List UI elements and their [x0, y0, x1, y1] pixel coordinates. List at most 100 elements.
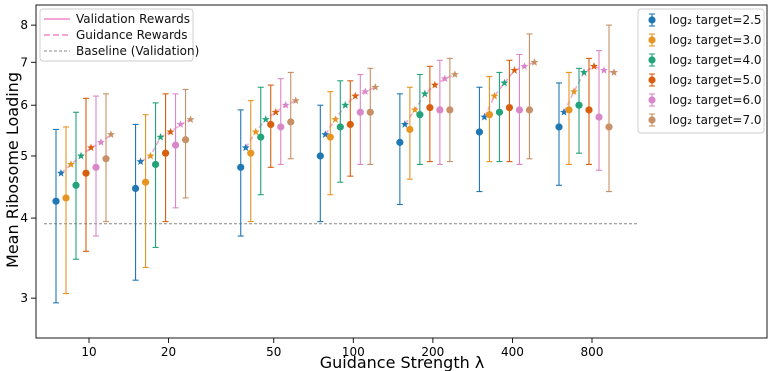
validation-point: [131, 184, 140, 193]
validation-point: [356, 108, 364, 116]
validation-point: [525, 106, 534, 114]
validation-point: [161, 149, 170, 157]
legend-left: Validation Rewards Guidance Rewards Base…: [39, 8, 199, 62]
validation-point: [595, 113, 603, 121]
guidance-star: [251, 127, 260, 136]
legend-validation-label: Validation Rewards: [76, 12, 190, 26]
x-tick-label: 400: [501, 345, 524, 359]
validation-point: [406, 125, 414, 134]
validation-point: [247, 149, 255, 157]
guidance-star: [57, 168, 65, 177]
series-1: [52, 82, 568, 304]
validation-point: [151, 160, 160, 169]
legend-swatch-point: [648, 16, 656, 24]
validation-point: [426, 103, 434, 112]
guidance-star: [176, 120, 185, 128]
series-4: [82, 57, 598, 252]
validation-point: [92, 163, 100, 171]
guidance-star: [341, 101, 350, 109]
validation-point: [82, 169, 90, 177]
validation-point: [277, 123, 285, 131]
guidance-star: [331, 115, 340, 123]
guidance-star: [281, 101, 290, 109]
guidance-star: [241, 143, 250, 152]
validation-point: [62, 194, 70, 202]
guidance-star: [600, 66, 608, 74]
legend-swatch-point: [648, 96, 656, 104]
legend-series-label: log₂ target=7.0: [669, 113, 762, 127]
x-axis: 10 20 50 100 200 400 800: [81, 338, 603, 359]
guidance-star: [351, 91, 360, 100]
legend-left-frame: [39, 8, 194, 62]
guidance-star: [500, 78, 509, 87]
y-axis-label: Mean Ribosome Loading: [3, 72, 22, 268]
guidance-star: [430, 80, 439, 89]
validation-point: [267, 120, 275, 129]
legend-guidance-label: Guidance Rewards: [76, 28, 188, 42]
x-tick-label: 50: [266, 345, 281, 359]
guidance-star: [520, 62, 529, 70]
validation-point: [346, 120, 354, 129]
legend-right: log₂ target=2.5 log₂ target=3.0 log₂ targe…: [637, 8, 765, 134]
x-tick-label: 100: [342, 345, 365, 359]
legend-right-frame: [637, 8, 765, 134]
validation-point: [257, 133, 265, 141]
validation-point: [181, 136, 190, 144]
series-2: [62, 71, 578, 295]
guidance-star: [610, 68, 618, 76]
plot-area: [35, 4, 768, 339]
validation-point: [475, 128, 484, 136]
guidance-star: [510, 66, 519, 74]
validation-point: [287, 118, 295, 126]
guidance-star: [166, 127, 175, 136]
guidance-star: [107, 130, 115, 138]
y-tick-label: 3: [20, 291, 28, 305]
validation-point: [495, 108, 504, 116]
x-tick-label: 20: [161, 345, 176, 359]
guidance-star: [450, 70, 459, 78]
guidance-star: [67, 160, 75, 168]
guidance-star: [440, 74, 449, 83]
guidance-star: [490, 91, 499, 100]
validation-point: [102, 155, 110, 163]
guidance-star: [186, 115, 195, 123]
legend-series-label: log₂ target=4.0: [669, 53, 762, 67]
guidance-star: [321, 130, 330, 138]
guidance-star: [480, 112, 489, 121]
guidance-star: [420, 89, 429, 98]
y-tick-label: 7: [20, 55, 28, 69]
guidance-star: [410, 105, 419, 114]
series-6: [102, 24, 618, 223]
validation-point: [505, 103, 514, 112]
guidance-star: [77, 151, 85, 160]
legend-swatch-point: [648, 56, 656, 64]
x-tick-label: 10: [81, 345, 96, 359]
validation-point: [336, 123, 344, 131]
validation-point: [485, 111, 494, 119]
validation-point: [316, 152, 324, 160]
x-tick-label: 800: [581, 345, 604, 359]
legend-series-label: log₂ target=6.0: [669, 93, 762, 107]
guidance-star: [530, 58, 539, 66]
validation-point: [416, 111, 424, 119]
x-axis-label: Guidance Strength λ: [320, 353, 485, 371]
y-tick-label: 4: [20, 211, 28, 225]
legend-swatch-point: [648, 76, 656, 84]
y-axis: 3 4 5 6 7 8: [20, 18, 36, 305]
legend-series-label: log₂ target=3.0: [669, 33, 762, 47]
legend-series-label: log₂ target=2.5: [669, 13, 762, 27]
series-layer: [52, 24, 618, 304]
plot-frame: [35, 4, 768, 339]
series-5: [92, 50, 608, 237]
validation-point: [555, 123, 563, 131]
series-3: [72, 67, 588, 260]
guidance-star: [87, 143, 95, 152]
legend-right-items: log₂ target=2.5 log₂ target=3.0 log₂ targe…: [648, 13, 762, 127]
legend-baseline-label: Baseline (Validation): [76, 44, 199, 58]
guidance-star: [580, 68, 588, 76]
validation-point: [52, 197, 60, 205]
guidance-star: [271, 108, 280, 116]
y-tick-label: 8: [20, 18, 28, 32]
legend-swatch-point: [648, 116, 656, 124]
